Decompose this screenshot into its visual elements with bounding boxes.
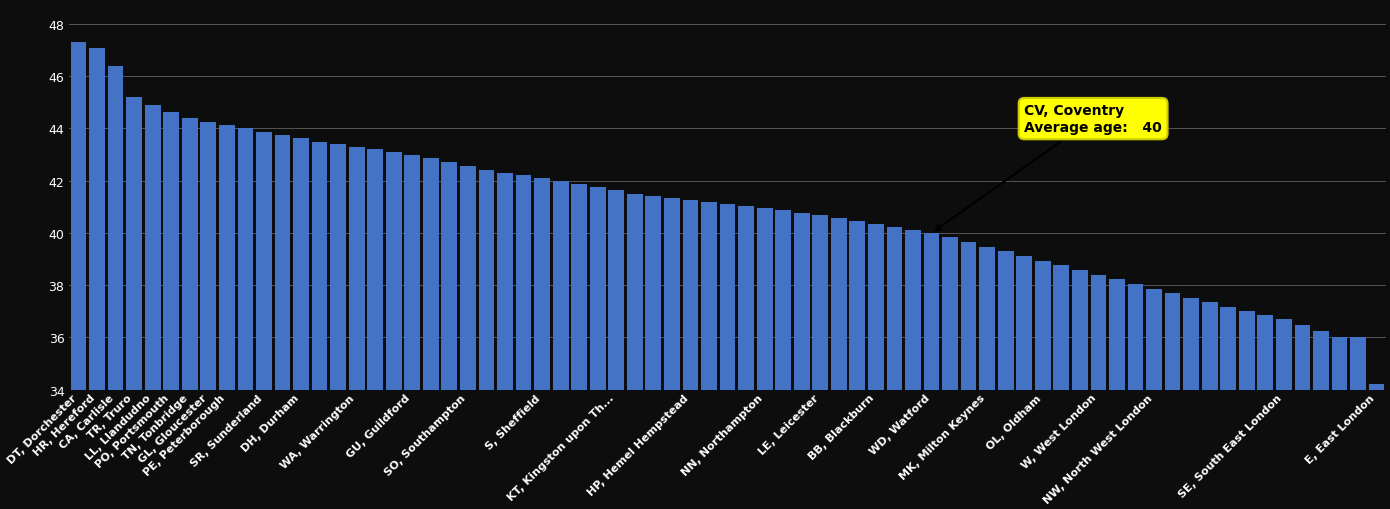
Bar [220,126,235,509]
Bar [776,211,791,509]
Bar [1350,337,1366,509]
Bar [182,119,197,509]
Bar [553,181,569,509]
Bar [349,148,364,509]
Bar [1220,307,1236,509]
Bar [498,174,513,509]
Bar [145,106,161,509]
Bar [609,191,624,509]
Bar [867,224,884,509]
Bar [664,199,680,509]
Bar [107,67,124,509]
Bar [627,194,642,509]
Bar [589,188,606,509]
Bar [1165,294,1180,509]
Bar [1183,299,1200,509]
Bar [311,142,328,509]
Bar [831,218,847,509]
Bar [1054,266,1069,509]
Bar [1127,285,1144,509]
Bar [89,48,104,509]
Bar [1294,325,1311,509]
Bar [164,112,179,509]
Bar [331,145,346,509]
Bar [1258,315,1273,509]
Bar [942,238,958,509]
Bar [238,129,253,509]
Bar [923,234,940,509]
Bar [293,139,309,509]
Bar [1238,311,1255,509]
Bar [478,171,495,509]
Bar [701,203,717,509]
Bar [720,205,735,509]
Bar [905,231,920,509]
Bar [1314,331,1329,509]
Bar [534,179,550,509]
Bar [460,167,475,509]
Bar [1332,337,1347,509]
Bar [1109,280,1125,509]
Text: CV, Coventry
Average age:   40: CV, Coventry Average age: 40 [935,104,1162,231]
Bar [516,176,531,509]
Bar [1147,289,1162,509]
Bar [794,213,809,509]
Bar [275,136,291,509]
Bar [1369,385,1384,509]
Bar [126,98,142,509]
Bar [1091,275,1106,509]
Bar [423,159,439,509]
Bar [960,243,977,509]
Bar [71,43,86,509]
Bar [1276,320,1291,509]
Bar [812,215,828,509]
Bar [645,196,662,509]
Bar [1072,270,1088,509]
Bar [1016,257,1033,509]
Bar [386,153,402,509]
Bar [367,150,384,509]
Bar [442,163,457,509]
Bar [682,201,698,509]
Bar [738,207,753,509]
Bar [998,251,1013,509]
Bar [571,185,587,509]
Bar [1202,303,1218,509]
Bar [887,228,902,509]
Bar [200,122,217,509]
Bar [756,209,773,509]
Bar [849,221,865,509]
Bar [1036,261,1051,509]
Bar [256,132,272,509]
Bar [404,155,420,509]
Bar [980,247,995,509]
